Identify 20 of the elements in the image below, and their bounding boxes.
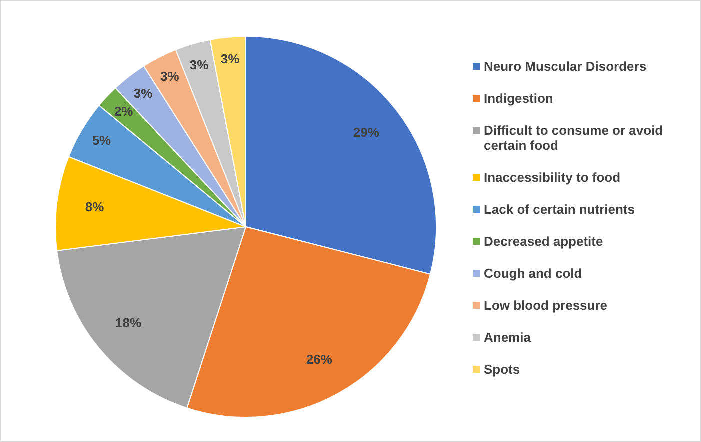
data-label: 2% — [114, 104, 134, 119]
legend-label: Indigestion — [484, 91, 554, 106]
legend-label: Lack of certain nutrients — [484, 202, 635, 217]
legend-label: Low blood pressure — [484, 298, 608, 313]
data-label: 3% — [220, 52, 240, 67]
data-label: 8% — [85, 199, 105, 214]
legend-label: Anemia — [484, 330, 531, 345]
legend-label: Cough and cold — [484, 266, 582, 281]
data-label: 29% — [353, 125, 380, 140]
data-label: 3% — [160, 69, 180, 84]
data-label: 18% — [116, 316, 142, 331]
data-label: 26% — [306, 352, 333, 368]
data-label: 5% — [92, 133, 112, 148]
legend-label: Difficult to consume or avoid certain food — [484, 123, 664, 153]
data-label: 3% — [190, 58, 210, 73]
data-label: 3% — [134, 86, 154, 102]
legend-label: Inaccessibility to food — [484, 170, 621, 185]
legend-label: Neuro Muscular Disorders — [484, 59, 647, 74]
legend-label: Spots — [484, 362, 520, 377]
legend-label: Decreased appetite — [484, 234, 604, 249]
